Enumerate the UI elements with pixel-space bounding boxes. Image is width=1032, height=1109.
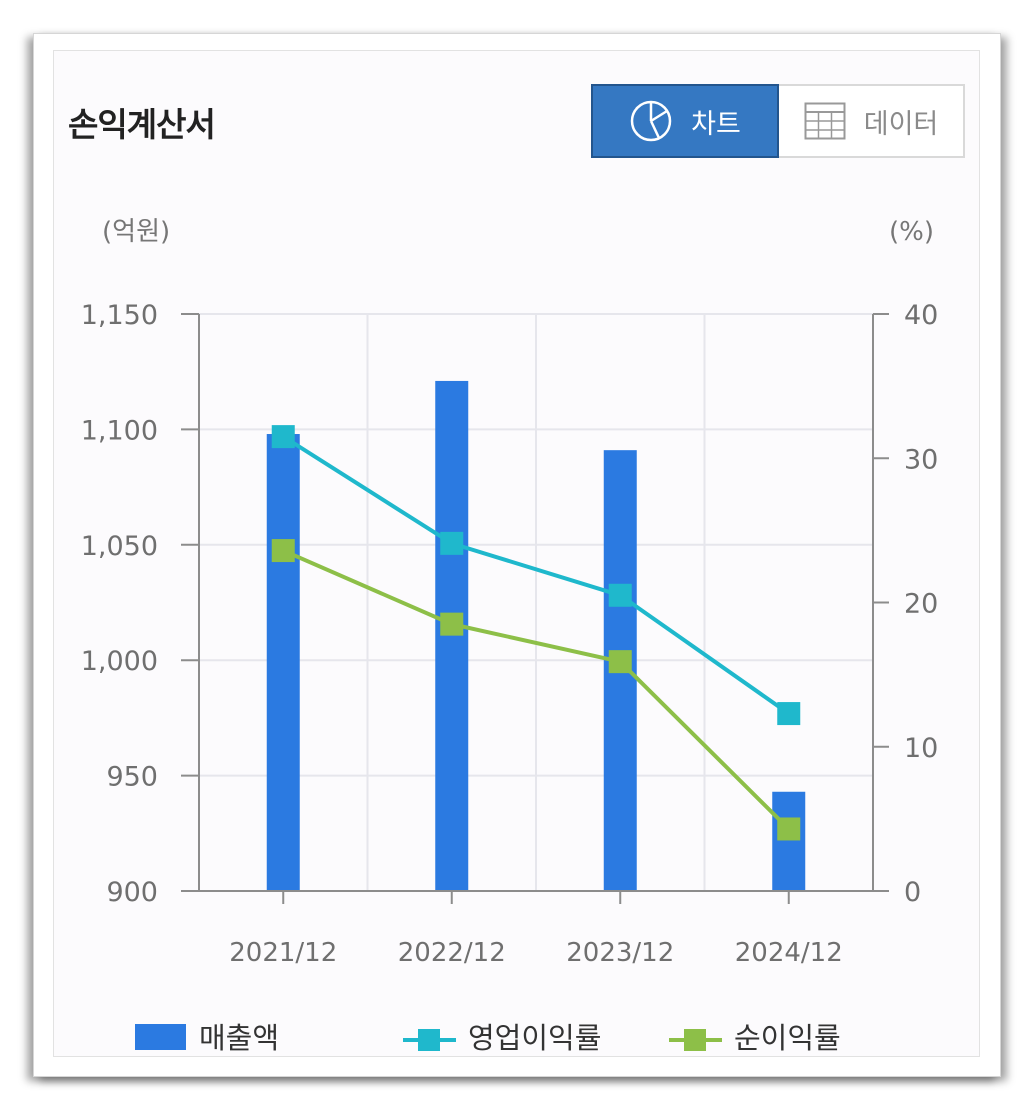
series-point (608, 650, 632, 674)
x-tick-label: 2024/12 (735, 938, 843, 968)
left-axis-unit: (억원) (102, 217, 170, 247)
right-tick-label: 10 (904, 733, 938, 764)
chart-view-label: 차트 (691, 108, 741, 140)
legend-label: 순이익률 (734, 1021, 841, 1055)
series-point (777, 817, 801, 841)
left-tick-label: 1,150 (81, 300, 158, 331)
bar (435, 380, 469, 891)
right-axis-unit: (%) (889, 217, 934, 247)
legend-swatch-bar (135, 1024, 186, 1050)
pie-chart-icon (630, 100, 672, 142)
grid-lines (199, 313, 873, 892)
x-tick-label: 2023/12 (566, 938, 674, 968)
left-tick-label: 900 (106, 877, 158, 908)
series-point (777, 702, 801, 726)
x-tick-label: 2022/12 (398, 938, 506, 968)
bar (772, 791, 806, 891)
series-point (271, 425, 295, 449)
series-line (282, 548, 791, 831)
data-view-label: 데이터 (863, 108, 939, 140)
tick-labels: 900 950 1,000 1,050 1,100 1,150 0 10 20 30 40 2021/… (81, 300, 939, 968)
right-tick-label: 20 (904, 589, 938, 620)
legend: 매출액 영업이익률 순이익률 (135, 1021, 841, 1055)
view-toggle: 차트 데이터 (591, 84, 965, 158)
chart-card (53, 50, 980, 1057)
legend-swatch-marker (418, 1029, 440, 1051)
series-point (271, 539, 295, 563)
chart-view-button[interactable]: 차트 (591, 84, 779, 158)
legend-label: 매출액 (199, 1021, 279, 1055)
bar (266, 434, 300, 891)
series-point (608, 583, 632, 607)
left-tick-label: 1,000 (81, 646, 158, 677)
x-tick-label: 2021/12 (229, 938, 337, 968)
axes (181, 313, 889, 904)
line-series (271, 425, 801, 841)
data-view-button[interactable]: 데이터 (779, 86, 963, 156)
legend-label: 영업이익률 (468, 1021, 601, 1055)
series-point (440, 531, 464, 555)
legend-swatch-marker (684, 1029, 706, 1051)
right-tick-label: 0 (904, 877, 921, 908)
left-tick-label: 950 (106, 762, 158, 793)
right-tick-label: 30 (904, 444, 938, 475)
series-line (282, 434, 790, 716)
table-grid-icon (804, 102, 846, 140)
page-title: 손익계산서 (68, 105, 216, 144)
series-point (440, 612, 464, 636)
left-tick-label: 1,050 (81, 531, 158, 562)
right-tick-label: 40 (904, 300, 938, 331)
left-tick-label: 1,100 (81, 415, 158, 446)
